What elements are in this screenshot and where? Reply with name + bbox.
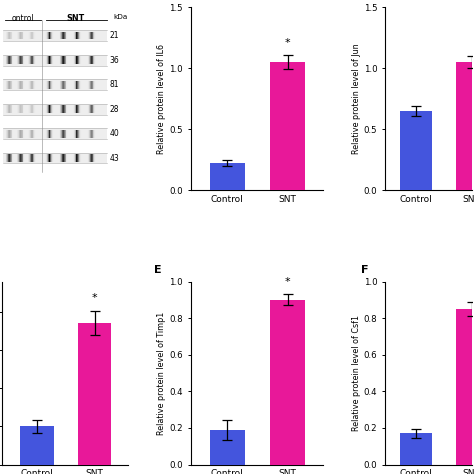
Text: E: E [154, 265, 162, 275]
Text: SNT: SNT [66, 14, 84, 22]
Bar [210, 430, 245, 465]
Bar [3, 30, 107, 41]
Text: 28: 28 [110, 105, 119, 114]
Bar [3, 104, 107, 115]
Bar [270, 300, 305, 465]
Bar [456, 309, 474, 465]
Text: ontrol: ontrol [11, 14, 34, 22]
Y-axis label: Relative protein level of Timp1: Relative protein level of Timp1 [157, 311, 166, 435]
Text: *: * [285, 277, 291, 287]
Text: 43: 43 [110, 154, 119, 163]
Y-axis label: Relative protein level of Csf1: Relative protein level of Csf1 [352, 315, 361, 431]
Bar [400, 111, 432, 190]
Bar [3, 55, 107, 65]
Bar [456, 62, 474, 190]
Y-axis label: Relative protein level of IL6: Relative protein level of IL6 [157, 44, 166, 154]
Bar [78, 323, 111, 465]
Y-axis label: Relative protein level of Jun: Relative protein level of Jun [352, 43, 361, 154]
Text: *: * [285, 38, 291, 48]
Text: 40: 40 [110, 129, 119, 138]
Text: F: F [361, 265, 369, 275]
Bar [3, 128, 107, 139]
Bar [210, 163, 245, 190]
Bar [20, 427, 54, 465]
Text: 21: 21 [110, 31, 119, 40]
Bar [3, 153, 107, 164]
Text: *: * [92, 293, 97, 303]
Text: 81: 81 [110, 81, 119, 90]
Bar [270, 62, 305, 190]
Bar [3, 80, 107, 90]
Bar [400, 433, 432, 465]
Text: 36: 36 [110, 55, 119, 64]
Text: kDa: kDa [114, 14, 128, 19]
